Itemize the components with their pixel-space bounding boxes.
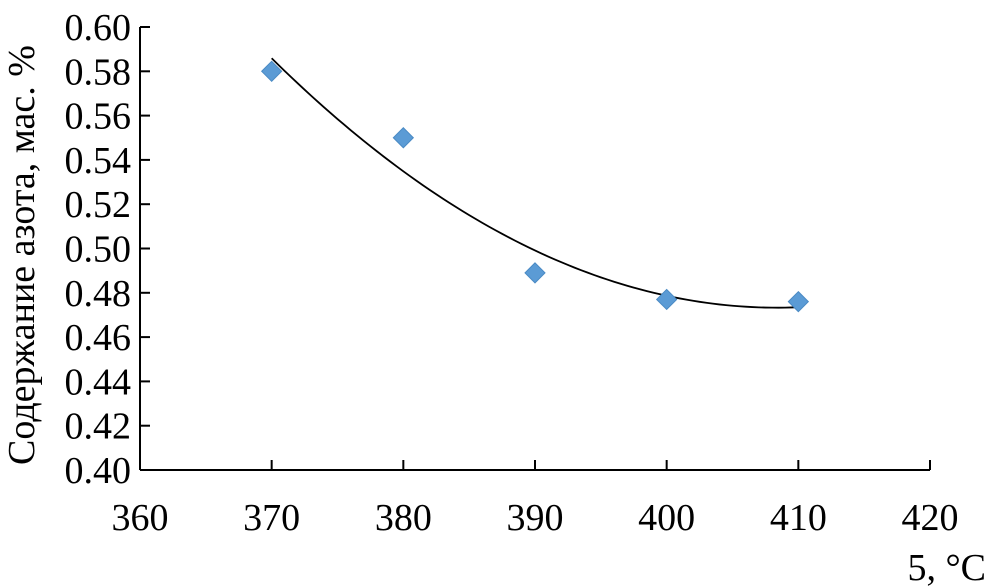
trendline	[271, 57, 799, 309]
data-point	[392, 127, 415, 149]
data-point	[655, 288, 678, 311]
y-tick-label: 0.48	[65, 273, 132, 315]
y-tick-label: 0.56	[65, 96, 132, 138]
y-tick-label: 0.40	[65, 450, 132, 492]
y-tick-label: 0.46	[65, 317, 132, 359]
x-tick-label: 370	[243, 497, 300, 539]
data-point	[787, 290, 810, 313]
x-axis: 360 370 380 390 400 410 420	[112, 460, 959, 539]
x-tick-label: 380	[375, 497, 432, 539]
y-tick-label: 0.58	[65, 51, 132, 93]
x-tick-label: 400	[638, 497, 695, 539]
data-points	[260, 60, 810, 313]
x-tick-label: 410	[770, 497, 827, 539]
x-tick-label: 420	[902, 497, 959, 539]
y-tick-label: 0.42	[65, 406, 132, 448]
data-point	[524, 262, 546, 284]
x-axis-title: 5, °C	[907, 547, 986, 588]
x-tick-label: 390	[507, 497, 564, 539]
y-tick-label: 0.44	[65, 361, 132, 403]
y-tick-label: 0.54	[65, 140, 132, 182]
data-point	[260, 60, 283, 83]
y-tick-label: 0.60	[65, 7, 132, 49]
y-tick-label: 0.50	[65, 229, 132, 271]
y-tick-label: 0.52	[65, 184, 132, 226]
x-tick-label: 360	[112, 497, 169, 539]
y-axis: 0.400.420.440.460.480.500.520.540.560.58…	[65, 7, 150, 492]
trend-curve	[271, 57, 799, 309]
y-axis-title: Содержание азота, мас. %	[1, 45, 43, 465]
